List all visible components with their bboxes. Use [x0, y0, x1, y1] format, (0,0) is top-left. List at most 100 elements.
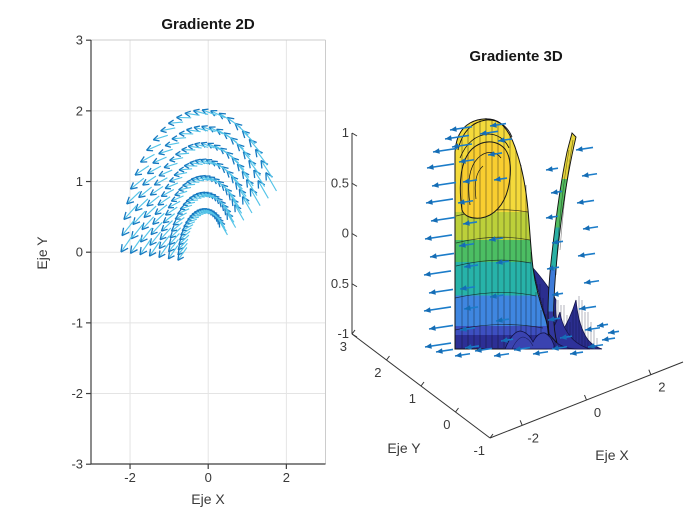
quiver-arrow-head — [184, 112, 191, 118]
quiver-arrow-head — [189, 160, 196, 164]
quiver-arrow-shaft — [132, 210, 146, 225]
quiver-arrow-head — [186, 129, 192, 134]
quiver-arrow-head — [171, 229, 178, 232]
quiver-arrow-head — [178, 186, 184, 191]
quiver-arrow-head — [173, 171, 179, 176]
quiver-arrow-head — [183, 165, 190, 169]
quiver-arrow-head — [168, 238, 172, 245]
quiver-arrow-head — [236, 143, 241, 152]
quiver-arrow-head — [185, 200, 192, 204]
quiver-arrow-head — [161, 228, 168, 232]
quiver-arrow-head — [142, 183, 150, 186]
quiver-arrow-head — [123, 211, 127, 220]
quiver-arrow-shaft — [210, 110, 226, 119]
quiver3-arrow-head — [426, 199, 433, 205]
quiver-arrow-shaft — [201, 109, 217, 116]
quiver-arrow-shaft — [140, 153, 155, 163]
quiver3-arrow-head — [498, 137, 505, 143]
quiver-arrow-head — [159, 233, 163, 240]
quiver-arrow-head — [160, 126, 166, 132]
quiver-arrow-shaft — [234, 204, 245, 221]
quiver-arrow-head — [194, 142, 201, 145]
quiver-arrow-head — [169, 235, 177, 239]
quiver-arrow-head — [169, 180, 176, 183]
quiver-arrow-head — [201, 125, 208, 128]
quiver3-arrow-head — [425, 343, 432, 349]
quiver-arrow-head — [182, 182, 188, 186]
quiver-arrow-shaft — [201, 125, 216, 133]
quiver-arrow-head — [213, 212, 220, 217]
quiver-arrow-head — [174, 194, 181, 197]
quiver-arrow-shaft — [158, 235, 170, 249]
quiver-arrow-head — [158, 170, 164, 177]
quiver-arrow-shaft — [139, 239, 152, 256]
quiver-arrow-head — [213, 195, 220, 198]
quiver3-arrow-head — [576, 146, 583, 152]
z-tick-label: -1 — [337, 326, 349, 341]
quiver-arrow-shaft — [203, 191, 216, 199]
quiver-arrow-head — [248, 160, 251, 169]
quiver-arrow-head — [182, 200, 188, 206]
y-tick-label: -1 — [71, 315, 83, 330]
quiver-arrow-shaft — [213, 144, 228, 154]
quiver-arrow-head — [180, 229, 184, 236]
quiver-arrow-head — [163, 162, 169, 168]
y-tick-label-3d: -1 — [473, 443, 485, 458]
quiver3-arrow-head — [577, 199, 584, 205]
quiver-arrow-head — [143, 214, 151, 219]
quiver3-arrow-head — [496, 317, 503, 323]
quiver-arrow-head — [193, 125, 201, 128]
quiver3-arrow-head — [494, 176, 501, 182]
quiver3-arrow-head — [460, 326, 467, 332]
quiver-arrow-head — [169, 231, 173, 239]
quiver-arrow-shaft — [171, 195, 184, 202]
quiver-arrow-head — [234, 123, 239, 131]
quiver-arrow-shaft — [184, 112, 200, 116]
quiver-arrow-shaft — [236, 163, 250, 178]
quiver-arrow-head — [170, 196, 176, 202]
quiver-arrow-shaft — [187, 145, 202, 149]
quiver-arrow-head — [158, 253, 166, 259]
quiver3-arrow-head — [560, 334, 567, 340]
quiver-arrow-head — [134, 203, 139, 211]
quiver-arrow-head — [177, 248, 180, 256]
quiver-arrow-head — [226, 170, 230, 178]
quiver-arrow-head — [152, 157, 158, 164]
plot3d-ylabel: Eje Y — [387, 440, 421, 456]
quiver-arrow-head — [168, 255, 175, 260]
quiver-arrow-shaft — [154, 204, 168, 215]
quiver-arrow-head — [164, 209, 169, 216]
quiver-arrow-head — [142, 178, 147, 186]
quiver-arrow-shaft — [146, 195, 160, 207]
quiver-arrow-head — [214, 144, 221, 147]
quiver3-arrow-head — [608, 329, 615, 335]
quiver-arrow-shaft — [180, 227, 192, 236]
quiver3-arrow-head — [431, 217, 438, 223]
quiver3-arrow-head — [494, 352, 501, 358]
plot2d-title: Gradiente 2D — [161, 16, 255, 33]
quiver-arrow-head — [201, 141, 208, 144]
quiver-arrow-head — [154, 212, 162, 216]
quiver-arrow-shaft — [158, 243, 170, 258]
quiver-arrow-head — [163, 166, 170, 170]
quiver-arrow-head — [130, 249, 138, 254]
quiver-arrow-head — [183, 222, 188, 227]
quiver-arrow-shaft — [246, 179, 258, 196]
y-tick — [489, 433, 494, 439]
quiver-arrow-head — [178, 169, 185, 173]
quiver-arrow-head — [217, 180, 225, 184]
quiver-arrow-head — [141, 222, 145, 230]
y-tick — [386, 355, 390, 361]
y-tick-label: -2 — [71, 386, 83, 401]
quiver-arrow-shaft — [173, 171, 188, 176]
quiver3-arrow-head — [597, 322, 604, 328]
quiver3-arrow-head — [459, 242, 466, 248]
quiver-arrow-head — [191, 211, 197, 215]
quiver-arrow-shaft — [159, 227, 172, 241]
quiver-arrow-shaft — [200, 175, 213, 182]
quiver-arrow-head — [184, 110, 191, 114]
x-tick-label: 0 — [205, 470, 212, 485]
axes-text-3d: Gradiente 3D Eje X Eje Y 10.500.5-13210-… — [331, 48, 666, 463]
